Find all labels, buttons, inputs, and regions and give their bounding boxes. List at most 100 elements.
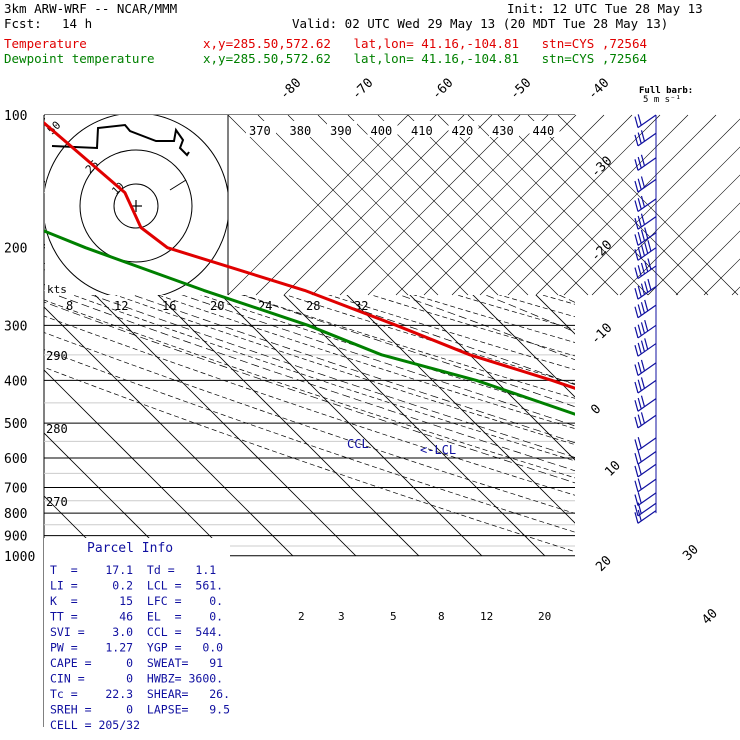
barb-flag <box>637 324 642 336</box>
barb-flag <box>637 362 642 374</box>
theta-label-left: 290 <box>46 349 68 363</box>
parcel-info-row: CAPE = 0 SWEAT= 91 <box>50 656 223 670</box>
ccl-annotation: CCL <box>347 437 369 451</box>
barb-shaft <box>637 265 657 280</box>
parcel-info-row: PW = 1.27 YGP = 0.0 <box>50 641 223 655</box>
barb-shaft <box>637 132 657 147</box>
barb-shaft <box>637 502 657 517</box>
barb-shaft <box>637 247 657 261</box>
wind-barb <box>634 395 657 412</box>
barb-flag <box>634 218 639 230</box>
barb-shaft <box>637 437 657 451</box>
isotherm-label: -20 <box>588 238 615 265</box>
theta-label: 430 <box>492 124 514 138</box>
barb-shaft <box>637 362 657 376</box>
speed-scale-tick: 28 <box>306 299 320 313</box>
barb-flag <box>637 246 642 259</box>
barb-flag <box>634 416 639 429</box>
barb-flag <box>634 159 639 171</box>
barb-flag <box>634 504 639 517</box>
temperature-location: x,y=285.50,572.62 lat,lon= 41.16,-104.81… <box>203 36 648 51</box>
theta-label-mask <box>489 121 519 137</box>
barb-flag <box>634 480 639 492</box>
barb-flag <box>640 195 646 208</box>
barb-flag <box>640 244 646 256</box>
theta-label: 420 <box>452 124 474 138</box>
speed-scale-tick: 12 <box>114 299 128 313</box>
mixing-ratio-line <box>699 458 740 556</box>
barb-flag <box>640 322 646 334</box>
forecast-hour: 14 h <box>62 16 93 31</box>
mixing-ratio-line <box>668 458 740 556</box>
speed-scale-unit: kts <box>47 283 67 296</box>
barb-flag <box>640 377 646 389</box>
inset-grid-line <box>377 114 559 296</box>
isotherm-line <box>44 306 294 557</box>
barb-shaft <box>637 398 657 412</box>
barb-shaft <box>637 232 657 246</box>
barb-key-value: 5 m s⁻¹ <box>643 95 681 105</box>
inset-grid-line <box>479 114 661 296</box>
speed-scale-tick: 16 <box>162 299 176 313</box>
barb-flag <box>634 267 639 279</box>
barb-flag <box>640 213 646 225</box>
temperature-legend-label: Temperature <box>4 36 87 51</box>
theta-label: 440 <box>533 124 555 138</box>
dewpoint-legend-label: Dewpoint temperature <box>4 51 155 66</box>
barb-flag <box>637 265 642 277</box>
barb-flag <box>637 437 642 449</box>
inset-grid-line <box>317 114 499 296</box>
wind-barb <box>634 412 657 429</box>
barb-flag <box>640 176 646 188</box>
isotherm-label: -60 <box>429 76 456 103</box>
barb-flag <box>640 229 646 242</box>
barb-flag <box>634 326 639 339</box>
hodograph-trace <box>51 123 190 157</box>
moist-adiabats <box>44 247 575 484</box>
wind-barb <box>634 299 657 319</box>
barb-flag <box>637 502 642 514</box>
barb-shaft <box>637 478 657 493</box>
init-time: Init: 12 UTC Tue 28 May 13 <box>507 1 703 16</box>
inset-grid-line <box>563 118 740 296</box>
dry-adiabat-line <box>44 349 575 533</box>
theta-inset-mask <box>228 115 575 295</box>
mixing-ratio-label: 5 <box>390 610 397 623</box>
isotherm-label: 40 <box>699 606 721 628</box>
isotherm-label: 0 <box>588 402 604 418</box>
barb-flag <box>637 414 642 426</box>
wind-barb <box>634 130 657 147</box>
barb-shaft <box>637 114 657 129</box>
barb-flag <box>640 302 646 314</box>
barb-flag <box>634 364 639 376</box>
dry-adiabat-line <box>44 332 575 514</box>
model-title: 3km ARW-WRF -- NCAR/MMM <box>4 1 178 16</box>
inset-grid-line <box>395 114 577 296</box>
wind-barb <box>634 176 657 193</box>
barb-flag <box>634 234 639 246</box>
barb-shaft <box>637 324 657 339</box>
barb-flag <box>634 400 639 412</box>
isotherm-label: -70 <box>349 76 376 103</box>
valid-time: Valid: 02 UTC Wed 29 May 13 (20 MDT Tue … <box>292 16 669 31</box>
mixing-ratio-label: 20 <box>538 610 551 623</box>
isotherm-label: -40 <box>585 76 612 103</box>
inset-grid-line <box>527 114 709 296</box>
barb-shaft <box>637 343 657 357</box>
theta-label-mask <box>327 121 357 137</box>
inset-grid-line <box>451 114 633 296</box>
isotherm-line <box>44 369 231 557</box>
wind-barb <box>634 450 657 465</box>
moist-adiabat-line <box>47 247 575 427</box>
barb-shaft <box>637 157 657 171</box>
mixing-ratio-label: 8 <box>438 610 445 623</box>
wind-barb <box>634 195 657 213</box>
pressure-tick-label: 100 <box>4 109 27 124</box>
barb-flag <box>640 395 646 407</box>
barb-flag <box>634 512 639 524</box>
parcel-info-row: CIN = 0 HWBZ= 3600. <box>50 672 223 686</box>
dry-adiabat-line <box>44 269 575 445</box>
barb-flag <box>637 114 642 126</box>
theta-label-mask <box>246 121 276 137</box>
